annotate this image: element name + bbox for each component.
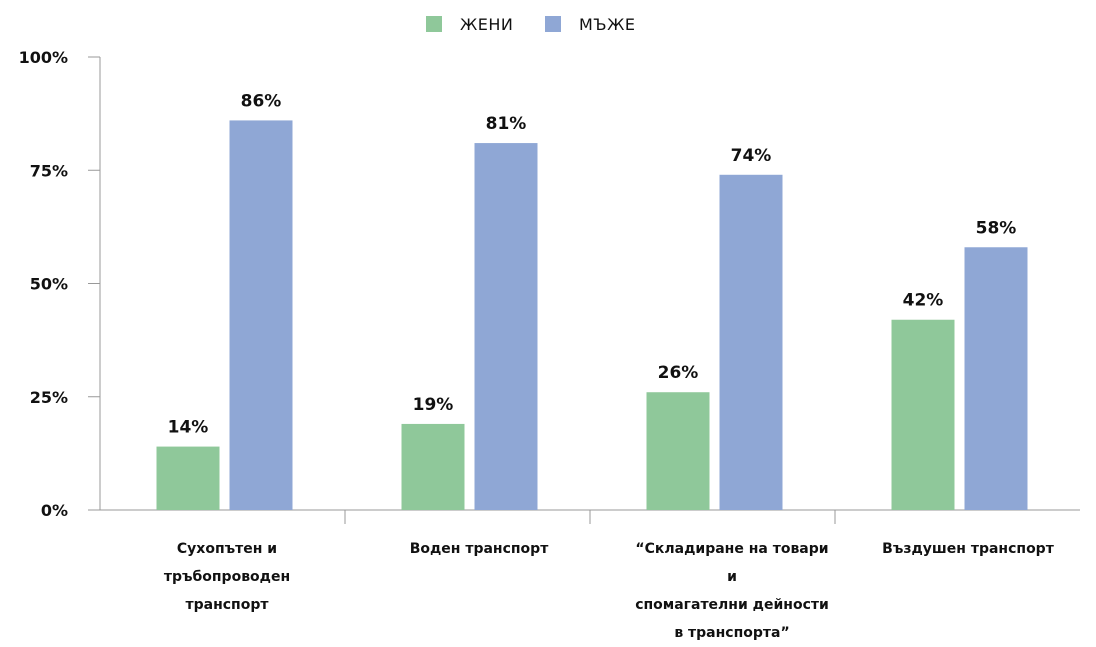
data-label: 58% [976,218,1017,238]
data-label: 81% [486,114,527,134]
bar-women [891,319,955,510]
data-label: 74% [731,146,772,166]
category-label-line: спомагателни дейности [635,597,829,613]
category-label-line: транспорт [185,597,269,613]
category-label-water-transport: Воден транспорт [359,535,599,563]
y-tick-label: 75% [30,161,68,180]
y-tick-label: 50% [30,275,68,294]
legend-label-women: ЖЕНИ [460,14,514,34]
bar-men [964,247,1028,510]
legend-item-women: ЖЕНИ [426,12,513,36]
bar-women [646,392,710,510]
category-label-line: Сухопътен и [176,541,278,557]
bar-men [474,143,538,510]
category-label-line: тръбопроводен [163,569,291,585]
category-label-air-transport: Въздушен транспорт [848,535,1088,563]
y-tick-label: 100% [19,48,68,67]
data-label: 42% [903,291,944,311]
y-tick-label: 25% [30,388,68,407]
category-label-land-transport: Сухопътен и тръбопроводен транспорт [107,535,347,619]
legend-swatch-women [426,16,442,32]
data-label: 14% [168,418,209,438]
bar-men [719,174,783,510]
legend-swatch-men [545,16,561,32]
category-label-line: “Складиране на товари [635,541,829,557]
category-label-warehousing: “Складиране на товари и спомагателни дей… [612,535,852,647]
data-label: 19% [413,395,454,415]
category-label-line: в транспорта” [674,625,790,641]
data-label: 86% [241,91,282,111]
category-label-line: Въздушен транспорт [882,541,1054,557]
legend: ЖЕНИ МЪЖЕ [0,12,1096,36]
data-label: 26% [658,363,699,383]
category-label-line: и [727,569,737,585]
legend-label-men: МЪЖЕ [579,14,636,34]
bar-women [401,423,465,510]
y-tick-label: 0% [41,501,68,520]
bar-men [229,120,293,511]
category-label-line: Воден транспорт [409,541,549,557]
bar-women [156,446,220,510]
legend-item-men: МЪЖЕ [545,12,635,36]
